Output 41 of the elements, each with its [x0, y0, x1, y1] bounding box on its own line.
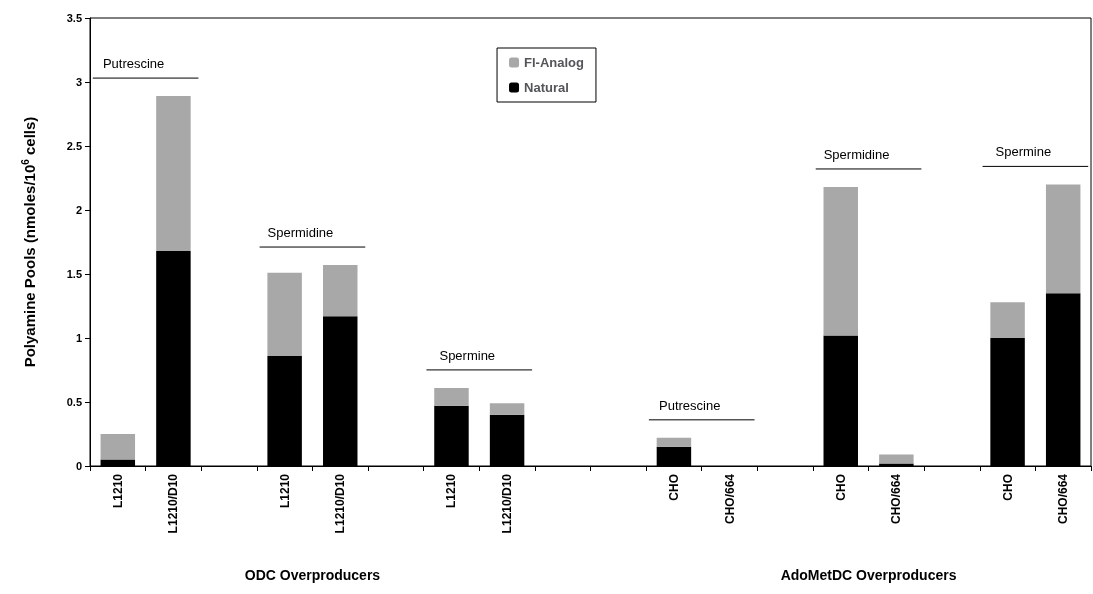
annotation: Spermine [995, 144, 1052, 160]
y-tick-label: 1.5 [66, 268, 82, 280]
y-tick-label: 3.5 [66, 12, 82, 24]
x-tick-label: CHO [1000, 474, 1015, 501]
x-tick-label: L1210/D10 [500, 473, 515, 534]
bar [323, 265, 358, 317]
x-tick-label: CHO/664 [889, 473, 904, 525]
text: ODC Overproducers [244, 567, 381, 583]
bar [100, 434, 136, 460]
x-tick-label: L1210/D10 [166, 473, 181, 534]
bar [879, 454, 914, 464]
bar [823, 186, 858, 336]
x-tick-label: L1210 [444, 473, 459, 509]
x-tick-label: CHO [833, 474, 848, 501]
bar [990, 302, 1025, 338]
x-tick-label: CHO/664 [1056, 473, 1071, 525]
x-tick-label: L1210 [110, 473, 125, 509]
x-tick-label: L1210/D10 [333, 473, 348, 534]
legend-label: Fl-Analog [524, 55, 585, 70]
bar [434, 387, 469, 406]
annotation: Putrescine [659, 397, 721, 413]
y-tick-label: 1 [75, 332, 82, 344]
bar [267, 272, 302, 356]
annotation: Putrescine [102, 56, 165, 72]
y-tick-label: 0 [75, 460, 82, 472]
x-tick-label: L1210 [277, 473, 292, 509]
legend-label: Natural [524, 80, 569, 95]
bar [489, 403, 525, 415]
y-tick-label: 3 [75, 76, 82, 88]
y-tick-label: 2 [75, 204, 82, 216]
y-tick-label: 0.5 [66, 396, 82, 408]
y-tick-label: 2.5 [66, 140, 82, 152]
annotation: Spermine [439, 347, 496, 363]
bar [1045, 184, 1081, 294]
x-tick-label: CHO/664 [722, 473, 737, 525]
annotation: Spermidine [267, 225, 334, 241]
bar [156, 96, 191, 251]
text: AdoMetDC Overproducers [780, 567, 957, 583]
x-tick-label: CHO [666, 474, 681, 501]
bar [656, 437, 692, 447]
annotation: Spermidine [823, 146, 890, 162]
